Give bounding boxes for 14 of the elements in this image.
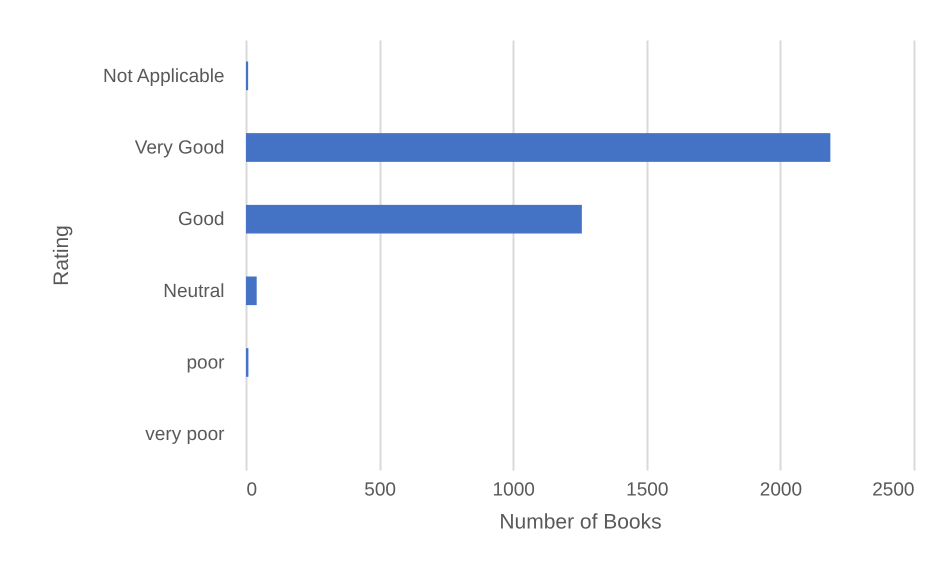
y-tick-label: very poor	[145, 424, 226, 446]
y-tick-label: Good	[178, 209, 224, 230]
x-tick-label: 500	[364, 480, 396, 500]
y-tick-label: Neutral	[163, 280, 224, 302]
x-tick-label: 1000	[492, 480, 535, 500]
x-tick-label: 2500	[872, 480, 914, 500]
x-axis-title: Number of Books	[499, 510, 662, 534]
y-tick-label: Very Good	[134, 138, 224, 158]
y-tick-label: Not Applicable	[103, 66, 224, 87]
x-tick-label: 0	[246, 480, 258, 500]
y-tick-label: poor	[186, 352, 226, 374]
x-tick-label: 1500	[626, 480, 668, 500]
y-axis-title: Rating	[50, 225, 73, 286]
x-tick-label: 2000	[760, 480, 802, 500]
